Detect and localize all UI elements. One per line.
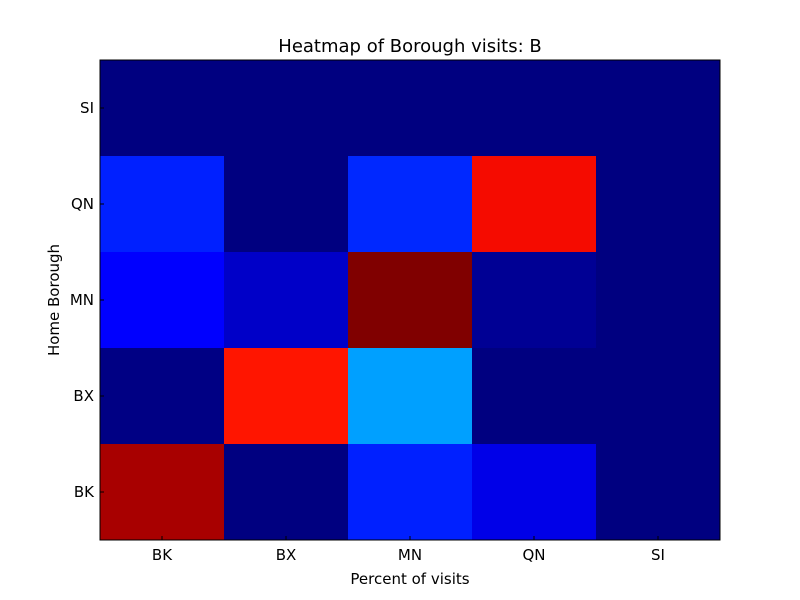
y-tick-label: QN: [71, 195, 94, 213]
y-tick-label: BK: [74, 483, 95, 501]
heatmap-cell-qn-bx: [224, 156, 348, 252]
heatmap-cell-bx-si: [596, 348, 720, 444]
x-tick-label: BX: [276, 546, 297, 564]
heatmap-cell-qn-mn: [348, 156, 472, 252]
heatmap-cell-mn-si: [596, 252, 720, 348]
heatmap-cell-si-mn: [348, 60, 472, 156]
x-axis-ticks: BK BX MN QN SI: [152, 536, 665, 564]
heatmap-cells: [100, 60, 720, 540]
chart-title: Heatmap of Borough visits: B: [278, 36, 541, 57]
heatmap-cell-bx-bk: [100, 348, 224, 444]
y-tick-label: SI: [80, 99, 94, 117]
heatmap-cell-si-bk: [100, 60, 224, 156]
heatmap-cell-bx-bx: [224, 348, 348, 444]
x-axis-label: Percent of visits: [350, 570, 469, 588]
heatmap-cell-qn-qn: [472, 156, 596, 252]
heatmap-cell-mn-mn: [348, 252, 472, 348]
heatmap-cell-si-si: [596, 60, 720, 156]
heatmap-cell-bk-mn: [348, 444, 472, 540]
heatmap-cell-qn-si: [596, 156, 720, 252]
x-tick-label: QN: [522, 546, 545, 564]
y-tick-label: MN: [70, 291, 94, 309]
x-tick-label: SI: [651, 546, 665, 564]
heatmap-cell-si-bx: [224, 60, 348, 156]
x-tick-label: MN: [398, 546, 422, 564]
heatmap-cell-bk-bk: [100, 444, 224, 540]
heatmap-cell-mn-bk: [100, 252, 224, 348]
heatmap-cell-mn-bx: [224, 252, 348, 348]
y-tick-label: BX: [73, 387, 94, 405]
heatmap-cell-bx-qn: [472, 348, 596, 444]
heatmap-cell-mn-qn: [472, 252, 596, 348]
x-tick-label: BK: [152, 546, 173, 564]
heatmap-cell-bk-si: [596, 444, 720, 540]
heatmap-cell-qn-bk: [100, 156, 224, 252]
heatmap-cell-bk-qn: [472, 444, 596, 540]
y-axis-ticks: BK BX MN QN SI: [70, 99, 104, 501]
heatmap-cell-si-qn: [472, 60, 596, 156]
heatmap-cell-bx-mn: [348, 348, 472, 444]
heatmap-cell-bk-bx: [224, 444, 348, 540]
y-axis-label: Home Borough: [45, 244, 63, 356]
